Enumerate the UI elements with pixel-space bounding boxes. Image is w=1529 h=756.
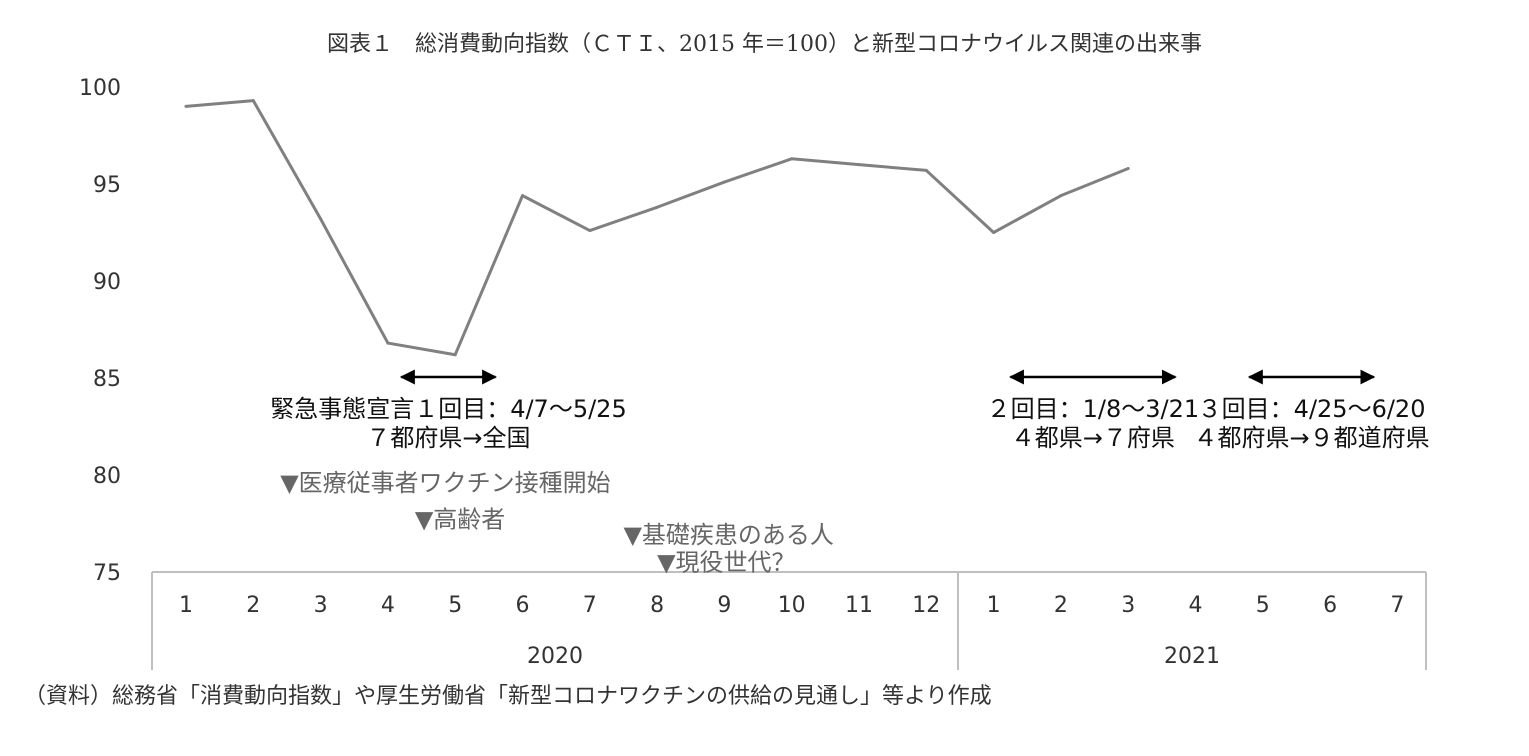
vaccine-milestone-label: ▼医療従事者ワクチン接種開始	[280, 469, 610, 497]
y-tick-label: 90	[93, 270, 121, 295]
x-tick-label: 12	[912, 593, 940, 618]
data-point	[386, 341, 390, 345]
y-tick-label: 100	[79, 76, 121, 101]
x-tick-label: 8	[650, 593, 664, 618]
x-tick-label: 7	[583, 593, 597, 618]
series-layer	[184, 99, 1130, 357]
x-tick-label: 3	[314, 593, 328, 618]
x-tick-label: 11	[845, 593, 873, 618]
data-point	[722, 180, 726, 184]
year-label: 2020	[527, 644, 583, 669]
data-point	[453, 353, 457, 357]
data-point	[857, 163, 861, 167]
emergency-area-label: ４都府県→９都道府県	[1194, 424, 1430, 452]
vaccine-milestone-label: ▼基礎疾患のある人	[623, 521, 833, 549]
source-note: （資料）総務省「消費動向指数」や厚生労働省「新型コロナワクチンの供給の見通し」等…	[24, 684, 992, 709]
data-point	[184, 104, 188, 108]
data-point	[790, 157, 794, 161]
data-point	[1126, 166, 1130, 170]
data-point	[1059, 194, 1063, 198]
chart-title: 図表１ 総消費動向指数（ＣＴＩ、2015 年＝100）と新型コロナウイルス関連の…	[327, 32, 1202, 57]
year-label: 2021	[1164, 644, 1220, 669]
vaccine-annotations: ▼医療従事者ワクチン接種開始 ▼高齢者 ▼基礎疾患のある人▼現役世代？	[280, 469, 834, 577]
x-tick-label: 10	[778, 593, 806, 618]
emergency-area-label: ４都県→７府県	[1011, 424, 1175, 452]
data-point	[992, 231, 996, 234]
x-tick-label: 6	[516, 593, 530, 618]
y-tick-label: 75	[93, 561, 121, 586]
x-tick-label: 2	[1054, 593, 1068, 618]
x-tick-label: 1	[987, 593, 1001, 618]
y-axis: 100 95 90 85 80 75	[79, 76, 121, 586]
vaccine-milestone-label: ▼現役世代？	[657, 548, 795, 576]
data-point	[251, 99, 255, 103]
series-line	[185, 99, 1129, 357]
x-tick-label: 9	[717, 593, 731, 618]
emergency-area-label: ７都府県→全国	[366, 424, 530, 452]
x-tick-label: 4	[381, 593, 395, 618]
data-point	[588, 229, 592, 233]
x-tick-label: 7	[1390, 593, 1404, 618]
x-tick-label: 1	[179, 593, 193, 618]
y-tick-label: 95	[93, 173, 121, 198]
data-point	[924, 168, 928, 172]
x-tick-label: 5	[1256, 593, 1270, 618]
y-tick-label: 85	[93, 367, 121, 392]
x-tick-label: 5	[448, 593, 462, 618]
emergency-label: ３回目：4/25～6/20	[1198, 395, 1426, 423]
x-tick-label: 2	[246, 593, 260, 618]
data-point	[655, 205, 659, 209]
x-tick-label: 4	[1189, 593, 1203, 618]
data-point	[319, 217, 323, 221]
emergency-label: ２回目：1/8～3/21	[987, 395, 1200, 423]
y-tick-label: 80	[93, 464, 121, 489]
emergency-label: 緊急事態宣言１回目：4/7～5/25	[270, 395, 627, 423]
vaccine-milestone-label: ▼高齢者	[415, 506, 505, 534]
x-tick-label: 3	[1121, 593, 1135, 618]
data-point	[521, 194, 524, 198]
x-tick-label: 6	[1323, 593, 1337, 618]
